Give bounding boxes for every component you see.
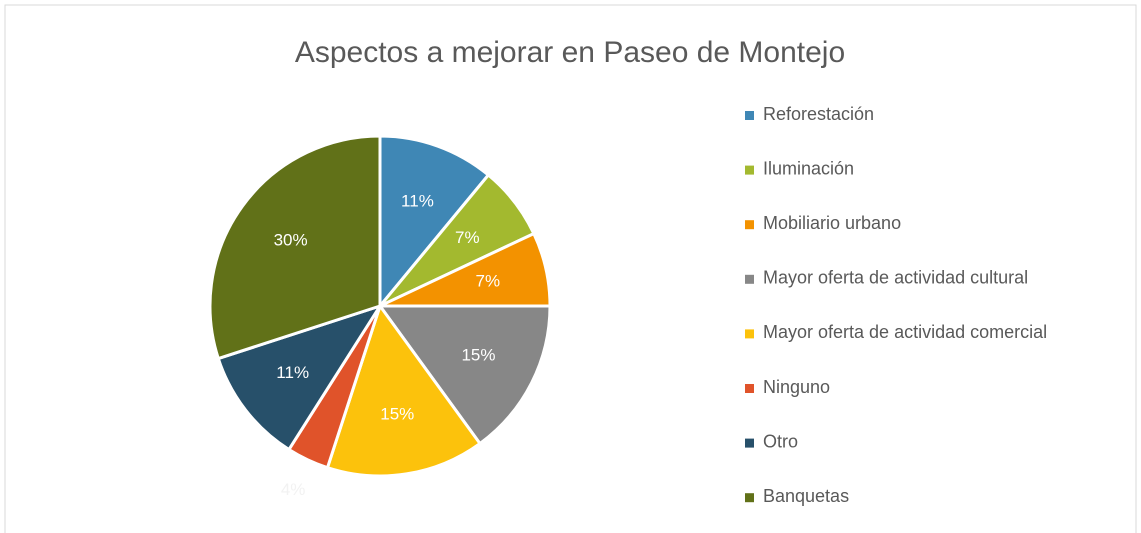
- legend-swatch: [745, 220, 754, 230]
- legend-swatch: [745, 438, 754, 448]
- legend-swatch: [745, 384, 754, 393]
- data-label: 15%: [461, 346, 495, 365]
- legend-swatch: [745, 493, 754, 503]
- data-label: 7%: [476, 271, 501, 290]
- data-label: 15%: [380, 405, 414, 424]
- chart-border: [4, 4, 1137, 533]
- data-label: 11%: [276, 363, 309, 382]
- legend-label: Mayor oferta de actividad comercial: [763, 322, 1047, 342]
- legend-label: Ninguno: [763, 377, 830, 397]
- legend-swatch: [745, 165, 754, 175]
- chart-title: Aspectos a mejorar en Paseo de Montejo: [295, 36, 845, 69]
- pie-slice: [216, 303, 384, 452]
- legend-label: Mobiliario urbano: [763, 213, 901, 233]
- pie-slice: [325, 302, 483, 478]
- pie-slice: [377, 304, 552, 446]
- data-label: 4%: [281, 480, 306, 499]
- legend-swatch: [745, 329, 754, 339]
- legend-swatch: [745, 111, 754, 120]
- data-label: 11%: [401, 192, 434, 211]
- legend-label: Mayor oferta de actividad cultural: [763, 268, 1028, 288]
- legend-label: Banquetas: [763, 486, 849, 506]
- legend-label: Reforestación: [763, 104, 874, 124]
- pie-slice: [378, 134, 491, 311]
- legend-swatch: [745, 274, 754, 284]
- data-label: 7%: [455, 228, 480, 247]
- pie-slice: [208, 134, 382, 361]
- data-label: 30%: [274, 231, 308, 250]
- legend-label: Iluminación: [763, 158, 854, 178]
- legend-label: Otro: [763, 431, 798, 451]
